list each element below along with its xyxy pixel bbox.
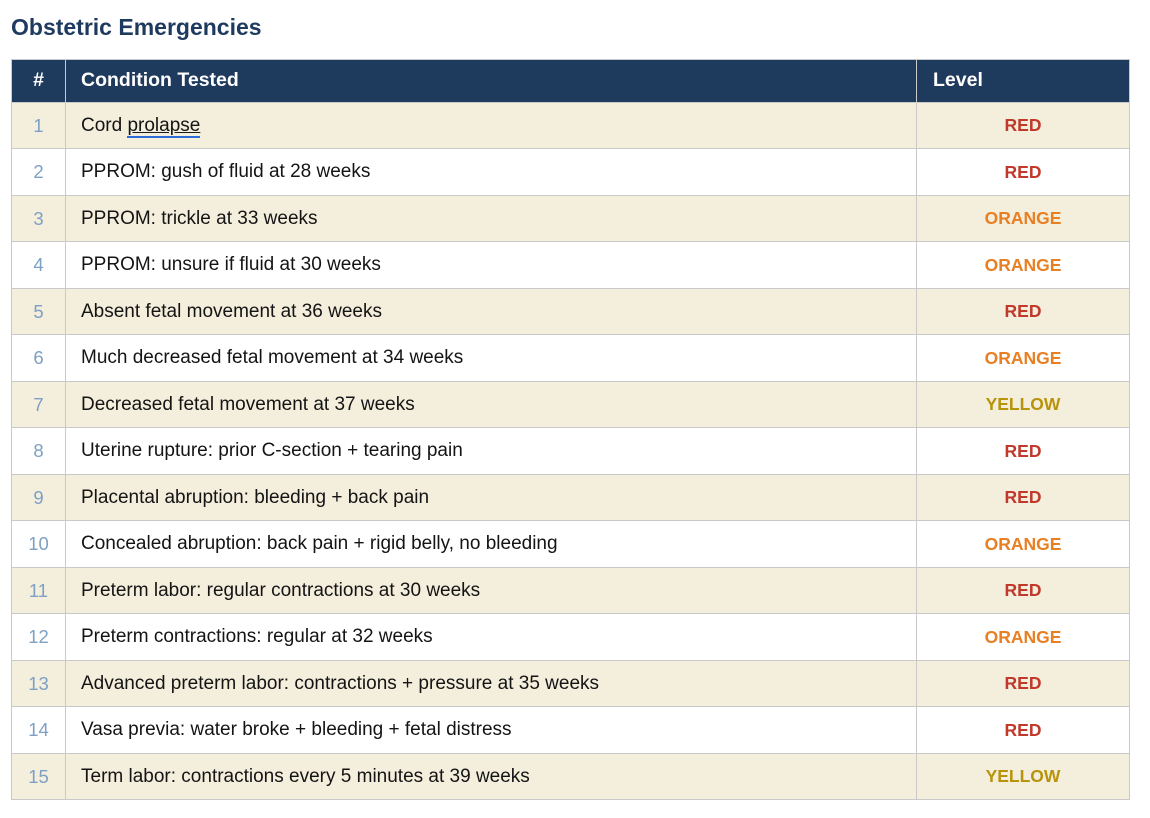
level-badge: RED [916,427,1130,475]
level-badge: RED [916,287,1130,336]
row-number: 2 [11,148,66,196]
table-row: 4 PPROM: unsure if fluid at 30 weeks ORANG… [11,241,1130,289]
condition-cell: PPROM: trickle at 33 weeks [65,194,917,243]
condition-cell: Preterm contractions: regular at 32 week… [65,613,917,661]
table-row: 5 Absent fetal movement at 36 weeks RED [11,287,1130,336]
table-row: 10 Concealed abruption: back pain + rigid… [11,520,1130,568]
table-row: 13 Advanced preterm labor: contractions +… [11,659,1130,708]
table-row: 11 Preterm labor: regular contractions at… [11,566,1130,615]
emergencies-table: # Condition Tested Level 1 Cord prolapse R… [11,58,1130,801]
condition-cell: Placental abruption: bleeding + back pai… [65,473,917,522]
row-number: 11 [11,566,66,615]
level-badge: ORANGE [916,334,1130,382]
table-body: 1 Cord prolapse RED 2 PPROM: gush of fluid a… [11,101,1130,801]
condition-cell: Absent fetal movement at 36 weeks [65,287,917,336]
row-number: 15 [11,752,66,801]
level-badge: ORANGE [916,241,1130,289]
row-number: 4 [11,241,66,289]
column-header-condition: Condition Tested [65,58,917,103]
condition-cell: Vasa previa: water broke + bleeding + fe… [65,706,917,754]
table-row: 7 Decreased fetal movement at 37 weeks YEL… [11,380,1130,429]
condition-cell: Preterm labor: regular contractions at 3… [65,566,917,615]
condition-cell: Much decreased fetal movement at 34 week… [65,334,917,382]
level-badge: RED [916,473,1130,522]
condition-cell: Uterine rupture: prior C-section + teari… [65,427,917,475]
row-number: 3 [11,194,66,243]
column-header-number: # [11,58,66,103]
condition-cell: PPROM: unsure if fluid at 30 weeks [65,241,917,289]
condition-link[interactable]: prolapse [127,114,201,139]
level-badge: RED [916,566,1130,615]
row-number: 8 [11,427,66,475]
condition-cell: Term labor: contractions every 5 minutes… [65,752,917,801]
table-row: 2 PPROM: gush of fluid at 28 weeks RED [11,148,1130,196]
table-row: 1 Cord prolapse RED [11,101,1130,150]
level-badge: RED [916,101,1130,150]
row-number: 5 [11,287,66,336]
row-number: 9 [11,473,66,522]
level-badge: RED [916,148,1130,196]
row-number: 6 [11,334,66,382]
table-row: 9 Placental abruption: bleeding + back pa… [11,473,1130,522]
level-badge: RED [916,706,1130,754]
level-badge: YELLOW [916,752,1130,801]
table-row: 14 Vasa previa: water broke + bleeding + … [11,706,1130,754]
level-badge: YELLOW [916,380,1130,429]
condition-cell: PPROM: gush of fluid at 28 weeks [65,148,917,196]
row-number: 7 [11,380,66,429]
row-number: 12 [11,613,66,661]
table-row: 15 Term labor: contractions every 5 minut… [11,752,1130,801]
level-badge: RED [916,659,1130,708]
condition-cell: Cord prolapse [65,101,917,150]
row-number: 13 [11,659,66,708]
row-number: 14 [11,706,66,754]
level-badge: ORANGE [916,520,1130,568]
level-badge: ORANGE [916,194,1130,243]
row-number: 1 [11,101,66,150]
table-row: 12 Preterm contractions: regular at 32 we… [11,613,1130,661]
table-header: # Condition Tested Level [11,58,1130,103]
level-badge: ORANGE [916,613,1130,661]
table-row: 6 Much decreased fetal movement at 34 wee… [11,334,1130,382]
header-row: # Condition Tested Level [11,58,1130,103]
table-row: 8 Uterine rupture: prior C-section + tear… [11,427,1130,475]
page-title: Obstetric Emergencies [11,14,262,40]
condition-cell: Decreased fetal movement at 37 weeks [65,380,917,429]
page: Obstetric Emergencies # Condition Tested… [11,14,1130,801]
row-number: 10 [11,520,66,568]
column-header-level: Level [916,58,1130,103]
condition-cell: Advanced preterm labor: contractions + p… [65,659,917,708]
condition-cell: Concealed abruption: back pain + rigid b… [65,520,917,568]
table-row: 3 PPROM: trickle at 33 weeks ORANGE [11,194,1130,243]
